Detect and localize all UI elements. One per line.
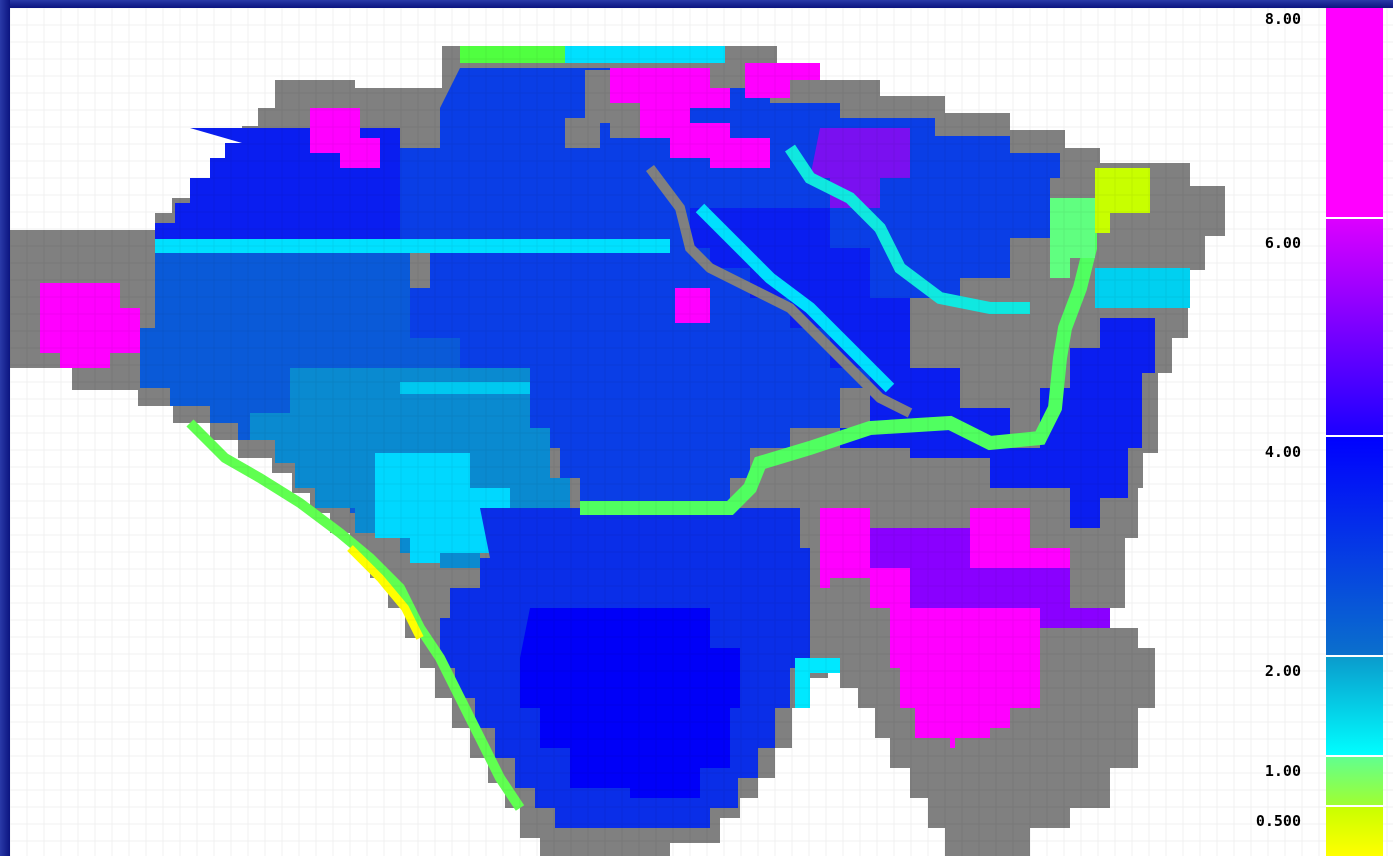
legend-band-4 bbox=[1326, 756, 1383, 806]
legend-label-1: 1.00 bbox=[1264, 762, 1301, 780]
legend-label-4: 4.00 bbox=[1264, 443, 1301, 461]
raster-map[interactable] bbox=[10, 8, 1393, 856]
legend-band-0 bbox=[1326, 8, 1383, 218]
map-panel: 8.00 6.00 4.00 2.00 1.00 0.500 bbox=[10, 8, 1393, 856]
legend-label-2: 2.00 bbox=[1264, 662, 1301, 680]
slide-left-edge bbox=[0, 0, 10, 856]
legend-label-8: 8.00 bbox=[1264, 10, 1301, 28]
legend-band-3 bbox=[1326, 656, 1383, 756]
legend-colorbar bbox=[1326, 8, 1383, 856]
legend-band-1 bbox=[1326, 218, 1383, 436]
legend-band-5 bbox=[1326, 806, 1383, 856]
legend-band-2 bbox=[1326, 436, 1383, 656]
slide-top-edge bbox=[0, 0, 1393, 8]
legend-label-0-5: 0.500 bbox=[1255, 812, 1301, 830]
legend-label-6: 6.00 bbox=[1264, 234, 1301, 252]
